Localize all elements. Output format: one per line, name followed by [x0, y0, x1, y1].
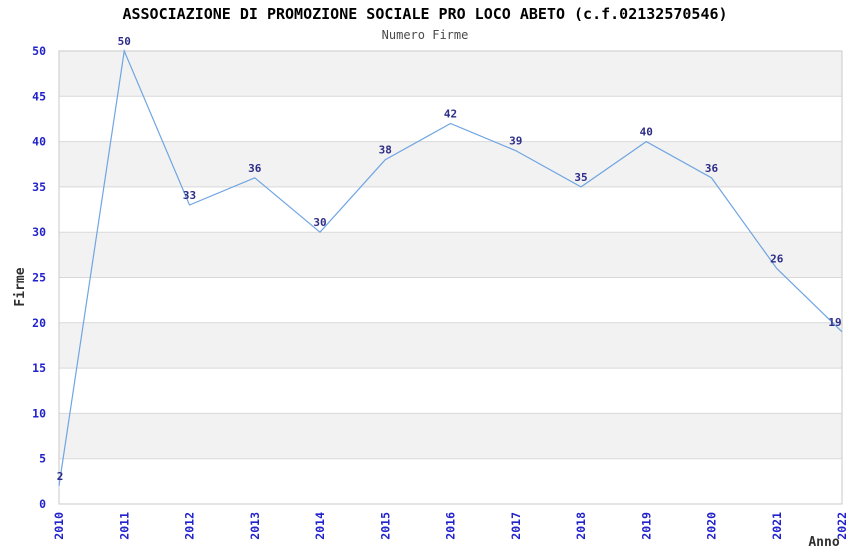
data-point-label: 40	[640, 126, 653, 139]
data-point-label: 30	[313, 216, 326, 229]
data-point-label: 50	[118, 35, 131, 48]
y-tick-label: 40	[32, 135, 46, 149]
data-point-label: 19	[828, 316, 841, 329]
x-tick-label: 2012	[183, 512, 197, 540]
plot-band	[59, 232, 842, 278]
x-tick-label: 2019	[639, 512, 653, 540]
data-point-label: 2	[57, 470, 64, 483]
data-point-label: 36	[248, 162, 262, 175]
data-point-label: 42	[444, 107, 457, 120]
x-tick-label: 2018	[574, 512, 588, 540]
plot-border	[58, 50, 843, 505]
y-tick-label: 35	[32, 180, 46, 194]
chart-subtitle: Numero Firme	[381, 28, 469, 42]
data-point-label: 38	[379, 144, 392, 157]
y-axis-title: Firme	[13, 267, 28, 306]
y-tick-label: 25	[32, 271, 46, 285]
plot-band	[59, 51, 842, 97]
y-tick-label: 30	[32, 225, 46, 239]
data-point-label: 33	[183, 189, 196, 202]
y-tick-label: 50	[32, 44, 46, 58]
y-tick-label: 10	[32, 406, 46, 420]
plot-gridlines	[59, 95, 842, 460]
x-tick-label: 2020	[705, 512, 719, 540]
data-point-label: 39	[509, 135, 522, 148]
x-tick-label: 2014	[313, 512, 327, 540]
y-tick-label: 20	[32, 316, 46, 330]
y-tick-label: 5	[39, 452, 46, 466]
x-tick-label: 2021	[770, 512, 784, 540]
x-tick-label: 2011	[117, 512, 131, 540]
plot-band	[59, 141, 842, 187]
chart-title: ASSOCIAZIONE DI PROMOZIONE SOCIALE PRO L…	[122, 5, 728, 23]
data-point-label: 26	[770, 252, 784, 265]
data-point-label: 35	[574, 171, 587, 184]
plot-band	[59, 322, 842, 369]
x-tick-label: 2010	[52, 512, 66, 540]
x-axis-title: Anno	[808, 535, 839, 550]
y-tick-label: 0	[39, 497, 46, 511]
series-line	[58, 48, 843, 486]
x-tick-label: 2017	[509, 512, 523, 540]
plot-alternating-bands	[59, 51, 842, 459]
plot-band	[59, 413, 842, 459]
data-point-labels: 2 50 33 36 30 38 42 39 35 40 36 26 19	[57, 35, 842, 483]
x-tick-label: 2022	[835, 512, 849, 540]
x-tick-label: 2015	[378, 512, 392, 540]
x-tick-labels: 2010 2011 2012 2013 2014 2015 2016 2017 2018 2019…	[52, 512, 849, 540]
data-point-label: 36	[705, 162, 719, 175]
x-tick-label: 2016	[444, 512, 458, 540]
y-tick-label: 45	[32, 89, 46, 103]
x-tick-label: 2013	[248, 512, 262, 540]
y-tick-labels: 0 5 10 15 20 25 30 35 40 45 50	[32, 44, 46, 511]
y-tick-label: 15	[32, 361, 46, 375]
